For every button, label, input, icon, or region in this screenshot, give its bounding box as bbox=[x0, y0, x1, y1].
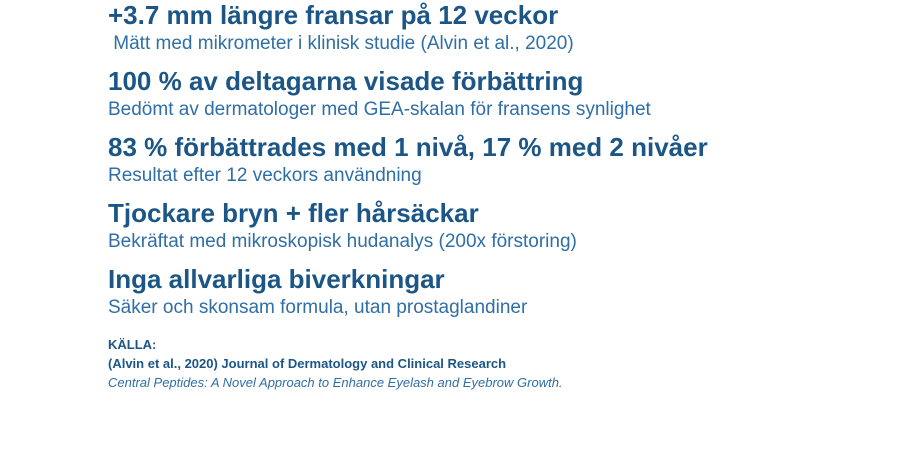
claim-item: 83 % förbättrades med 1 nivå, 17 % med 2… bbox=[108, 132, 860, 189]
claim-item: Inga allvarliga biverkningar Säker och s… bbox=[108, 264, 860, 321]
source-citation: (Alvin et al., 2020) Journal of Dermatol… bbox=[108, 356, 507, 371]
claim-item: 100 % av deltagarna visade förbättring B… bbox=[108, 66, 860, 123]
claim-subtext: Bedömt av dermatologer med GEA-skalan fö… bbox=[108, 99, 651, 120]
claim-heading: Tjockare bryn + fler hårsäckar bbox=[108, 198, 479, 228]
claim-item: Tjockare bryn + fler hårsäckar Bekräftat… bbox=[108, 198, 860, 255]
claim-heading: Inga allvarliga biverkningar bbox=[108, 264, 445, 294]
source-study-title: Central Peptides: A Novel Approach to En… bbox=[108, 375, 563, 390]
claim-heading: 100 % av deltagarna visade förbättring bbox=[108, 66, 584, 96]
claim-subtext: Resultat efter 12 veckors användning bbox=[108, 165, 422, 186]
claim-item: +3.7 mm längre fransar på 12 veckor Mätt… bbox=[108, 0, 860, 57]
claim-subtext: Mätt med mikrometer i klinisk studie (Al… bbox=[108, 33, 574, 54]
claim-subtext: Bekräftat med mikroskopisk hudanalys (20… bbox=[108, 231, 577, 252]
source-label: KÄLLA: bbox=[108, 337, 157, 352]
claim-heading: 83 % förbättrades med 1 nivå, 17 % med 2… bbox=[108, 132, 708, 162]
claim-heading: +3.7 mm längre fransar på 12 veckor bbox=[108, 0, 559, 30]
source-block: KÄLLA: (Alvin et al., 2020) Journal of D… bbox=[108, 335, 860, 392]
claim-subtext: Säker och skonsam formula, utan prostagl… bbox=[108, 297, 528, 318]
